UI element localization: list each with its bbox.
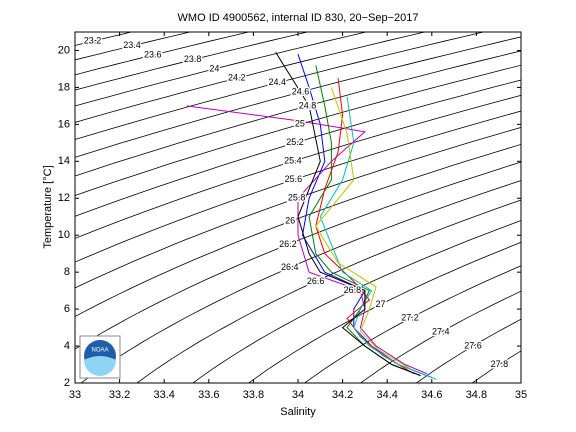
x-tick-label: 33.4 — [153, 389, 174, 401]
logo: NOAA — [79, 335, 121, 379]
profile-line — [186, 105, 428, 375]
isopycnal — [248, 241, 521, 383]
contour-label: 23.6 — [144, 49, 162, 59]
contour-label: 27.6 — [464, 340, 482, 350]
contour-labels: 23.2 23.423.6 23.8 24 24.2 24.4 24.6 24.8 25 25.2… — [82, 34, 509, 370]
contour-label: 25.2 — [286, 137, 304, 147]
isopycnal — [75, 50, 521, 177]
x-tick-label: 34.8 — [466, 389, 487, 401]
x-tick-label: 33.2 — [109, 389, 130, 401]
contour-label: 27.2 — [401, 313, 419, 323]
isopycnal — [75, 36, 521, 158]
profiles — [186, 52, 437, 380]
contour-label: 26.8 — [344, 285, 362, 295]
x-tick-label: 33.6 — [198, 389, 219, 401]
x-tick-label: 34 — [292, 389, 304, 401]
contours — [75, 32, 521, 383]
isopycnal — [75, 127, 521, 289]
isopycnal — [75, 32, 368, 107]
contour-label: 27 — [375, 299, 385, 309]
y-tick-label: 6 — [64, 303, 70, 315]
isopycnal — [80, 180, 521, 383]
contour-label: 25.4 — [284, 156, 302, 166]
y-tick-label: 4 — [64, 340, 70, 352]
contour-label: 23.4 — [123, 40, 141, 50]
isopycnal — [415, 318, 521, 383]
y-axis-label: Temperature [°C] — [42, 165, 54, 248]
contour-label: 27.8 — [491, 359, 509, 369]
isopycnal — [75, 32, 486, 140]
contour-label: 27.4 — [432, 327, 450, 337]
contour-label: 24.2 — [228, 73, 246, 83]
contour-label: 24 — [209, 63, 219, 73]
y-tick-label: 18 — [58, 81, 70, 93]
isopycnal — [75, 64, 521, 196]
y-tick-label: 16 — [58, 118, 70, 130]
logo-text: NOAA — [91, 348, 108, 354]
isopycnal — [75, 143, 521, 317]
isopycnal — [75, 79, 521, 217]
contour-label: 24.4 — [269, 77, 287, 87]
x-tick-label: 34.2 — [332, 389, 353, 401]
profile-line — [275, 52, 421, 377]
contour-label: 25 — [295, 119, 305, 129]
y-tick-label: 12 — [58, 192, 70, 204]
y-tick-label: 2 — [64, 377, 70, 389]
contour-label: 25.6 — [285, 174, 303, 184]
contour-label: 25.8 — [288, 193, 306, 203]
isopycnal — [75, 32, 310, 91]
isopycnal — [359, 290, 521, 383]
y-tick-label: 14 — [58, 155, 70, 167]
x-tick-label: 35 — [515, 389, 527, 401]
contour-label: 24.8 — [299, 100, 317, 110]
x-tick-label: 33.8 — [243, 389, 264, 401]
contour-label: 26.6 — [307, 276, 325, 286]
x-tick-label: 34.6 — [421, 389, 442, 401]
x-axis-label: Salinity — [280, 406, 316, 418]
contour-label: 26.2 — [279, 239, 297, 249]
isopycnal — [75, 110, 521, 263]
y-tick-label: 10 — [58, 229, 70, 241]
isopycnal — [136, 199, 521, 383]
logo-wave — [84, 356, 116, 376]
contour-label: 23.2 — [84, 36, 102, 46]
chart-title: WMO ID 4900562, internal ID 830, 20−Sep−… — [178, 12, 419, 24]
contour-label: 26 — [285, 216, 295, 226]
contour-label: 26.4 — [281, 262, 299, 272]
x-tick-label: 34.4 — [376, 389, 397, 401]
isopycnal — [192, 220, 521, 383]
profile-line — [315, 87, 410, 369]
contour-label: 23.8 — [184, 54, 202, 64]
y-tick-label: 20 — [58, 44, 70, 56]
x-tick-label: 33 — [69, 389, 81, 401]
isopycnal — [75, 32, 427, 123]
isopycnal — [75, 94, 521, 239]
isopycnal — [303, 265, 521, 383]
y-tick-label: 8 — [64, 266, 70, 278]
contour-label: 24.6 — [292, 86, 310, 96]
profile-line — [319, 96, 437, 380]
